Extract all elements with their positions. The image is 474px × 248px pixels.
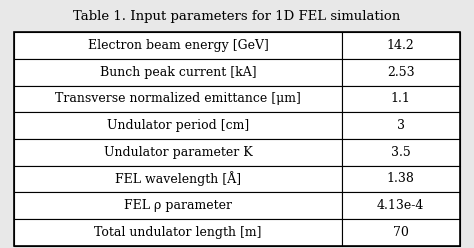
Text: FEL ρ parameter: FEL ρ parameter <box>124 199 232 212</box>
Text: 1.38: 1.38 <box>387 172 415 185</box>
Text: 3.5: 3.5 <box>391 146 410 159</box>
Text: 2.53: 2.53 <box>387 66 415 79</box>
Text: Table 1. Input parameters for 1D FEL simulation: Table 1. Input parameters for 1D FEL sim… <box>73 10 401 23</box>
Text: 70: 70 <box>393 226 409 239</box>
Text: Total undulator length [m]: Total undulator length [m] <box>94 226 262 239</box>
Bar <box>14 112 342 139</box>
Bar <box>342 59 460 86</box>
Bar <box>342 112 460 139</box>
Text: Transverse normalized emittance [μm]: Transverse normalized emittance [μm] <box>55 93 301 105</box>
Bar <box>14 166 342 192</box>
Text: Electron beam energy [GeV]: Electron beam energy [GeV] <box>88 39 268 52</box>
Bar <box>14 32 460 246</box>
Bar <box>342 139 460 166</box>
Text: 1.1: 1.1 <box>391 93 410 105</box>
Bar <box>14 86 342 112</box>
Bar <box>14 139 342 166</box>
Text: Undulator period [cm]: Undulator period [cm] <box>107 119 249 132</box>
Text: 4.13e-4: 4.13e-4 <box>377 199 424 212</box>
Text: Bunch peak current [kA]: Bunch peak current [kA] <box>100 66 256 79</box>
Bar <box>14 219 342 246</box>
Bar <box>342 86 460 112</box>
Bar <box>342 166 460 192</box>
Bar <box>342 32 460 59</box>
Text: 14.2: 14.2 <box>387 39 415 52</box>
Bar <box>14 32 342 59</box>
Bar <box>14 192 342 219</box>
Text: 3: 3 <box>397 119 405 132</box>
Bar <box>342 219 460 246</box>
Bar <box>342 192 460 219</box>
Bar <box>14 59 342 86</box>
Text: Undulator parameter K: Undulator parameter K <box>104 146 252 159</box>
Text: FEL wavelength [Å]: FEL wavelength [Å] <box>115 171 241 186</box>
